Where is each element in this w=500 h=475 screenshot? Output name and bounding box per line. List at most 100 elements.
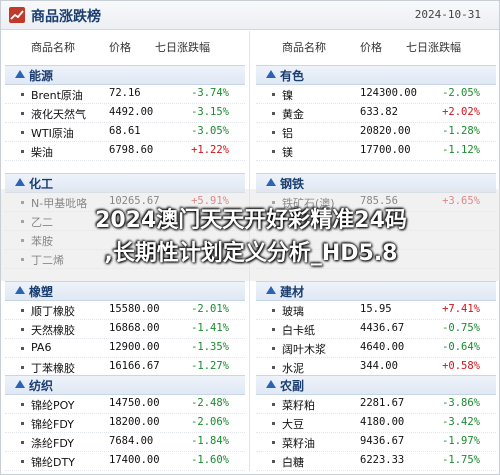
- commodity-change: -1.35%: [191, 341, 229, 353]
- table-row[interactable]: 黄金 633.82 +2.02%: [256, 104, 496, 123]
- commodity-name: 锦纶DTY: [31, 456, 75, 469]
- bullet-icon: [272, 150, 275, 153]
- collapse-triangle-icon[interactable]: [266, 286, 276, 294]
- commodity-name: 水泥: [282, 362, 304, 375]
- commodity-name: Brent原油: [31, 89, 83, 102]
- bullet-icon: [272, 403, 275, 406]
- commodity-change: -1.75%: [442, 454, 480, 466]
- commodity-name: 丁苯橡胶: [31, 362, 75, 375]
- table-row[interactable]: 镍 124300.00 -2.05%: [256, 85, 496, 104]
- table-row[interactable]: Brent原油 72.16 -3.74%: [5, 85, 245, 104]
- col-change-header: 七日涨跌幅: [155, 41, 210, 54]
- bullet-icon: [21, 93, 24, 96]
- section-header[interactable]: 能源: [5, 65, 245, 85]
- commodity-price: 15580.00: [109, 303, 160, 315]
- section-header[interactable]: 建材: [256, 281, 496, 301]
- commodity-name: 液化天然气: [31, 108, 86, 121]
- commodity-change: -0.75%: [442, 322, 480, 334]
- table-row[interactable]: PA6 12900.00 -1.35%: [5, 339, 245, 358]
- section-0: 有色镍 124300.00 -2.05% 黄金 633.82 +2.02% 铝 20820.0…: [256, 65, 496, 161]
- commodity-change: +7.41%: [442, 303, 480, 315]
- collapse-triangle-icon[interactable]: [266, 380, 276, 388]
- commodity-name: 锦纶FDY: [31, 418, 74, 431]
- commodity-change: +1.22%: [191, 144, 229, 156]
- commodity-name: 白卡纸: [282, 324, 315, 337]
- commodity-change: -0.64%: [442, 341, 480, 353]
- bullet-icon: [272, 309, 275, 312]
- bullet-icon: [21, 112, 24, 115]
- collapse-triangle-icon[interactable]: [266, 70, 276, 78]
- commodity-name: 镁: [282, 146, 293, 159]
- table-row[interactable]: 锦纶POY 14750.00 -2.48%: [5, 395, 245, 414]
- col-price-header: 价格: [360, 41, 382, 54]
- commodity-price: 4492.00: [109, 106, 154, 118]
- table-row[interactable]: 白糖 6223.33 -1.75%: [256, 452, 496, 471]
- table-row[interactable]: 玻璃 15.95 +7.41%: [256, 301, 496, 320]
- page-title: 商品涨跌榜: [31, 9, 101, 25]
- table-row[interactable]: 菜籽粕 2281.67 -3.86%: [256, 395, 496, 414]
- commodity-name: 大豆: [282, 418, 304, 431]
- collapse-triangle-icon[interactable]: [15, 380, 25, 388]
- section-header[interactable]: 农副: [256, 375, 496, 395]
- date-label: 2024-10-31: [414, 8, 481, 21]
- commodity-name: 阔叶木浆: [282, 343, 326, 356]
- table-row[interactable]: 天然橡胶 16868.00 -1.41%: [5, 320, 245, 339]
- collapse-triangle-icon[interactable]: [15, 178, 25, 186]
- table-row[interactable]: 铝 20820.00 -1.28%: [256, 123, 496, 142]
- section-header[interactable]: 有色: [256, 65, 496, 85]
- col-change-header: 七日涨跌幅: [406, 41, 461, 54]
- table-row[interactable]: 涤纶FDY 7684.00 -1.84%: [5, 433, 245, 452]
- bullet-icon: [272, 422, 275, 425]
- section-header[interactable]: 橡塑: [5, 281, 245, 301]
- commodity-price: 16868.00: [109, 322, 160, 334]
- table-row[interactable]: 液化天然气 4492.00 -3.15%: [5, 104, 245, 123]
- bullet-icon: [21, 328, 24, 331]
- section-header[interactable]: 纺织: [5, 375, 245, 395]
- banner-line-1: 2024澳门天天开好彩精准24码: [95, 208, 407, 233]
- commodity-price: 12900.00: [109, 341, 160, 353]
- commodity-change: -2.48%: [191, 397, 229, 409]
- bullet-icon: [21, 441, 24, 444]
- commodity-name: 顺丁橡胶: [31, 305, 75, 318]
- table-row[interactable]: 镁 17700.00 -1.12%: [256, 142, 496, 161]
- collapse-triangle-icon[interactable]: [15, 286, 25, 294]
- commodity-name: 玻璃: [282, 305, 304, 318]
- commodity-price: 344.00: [360, 360, 398, 372]
- col-price-header: 价格: [109, 41, 131, 54]
- collapse-triangle-icon[interactable]: [266, 178, 276, 186]
- commodity-price: 2281.67: [360, 397, 405, 409]
- section-title: 橡塑: [29, 285, 54, 299]
- banner-line-2: ,长期性计划定义分析_HD5.8: [104, 241, 398, 266]
- commodity-name: 菜籽粕: [282, 399, 315, 412]
- section-title: 钢铁: [280, 177, 305, 191]
- commodity-price: 68.61: [109, 125, 141, 137]
- table-row[interactable]: 大豆 4180.00 -3.42%: [256, 414, 496, 433]
- table-row[interactable]: 菜籽油 9436.67 -1.97%: [256, 433, 496, 452]
- commodity-price: 4180.00: [360, 416, 405, 428]
- watermark-banner: 2024澳门天天开好彩精准24码 ,长期性计划定义分析_HD5.8: [1, 189, 500, 281]
- table-row[interactable]: 锦纶DTY 17400.00 -1.60%: [5, 452, 245, 471]
- bullet-icon: [272, 347, 275, 350]
- collapse-triangle-icon[interactable]: [15, 70, 25, 78]
- commodity-change: -1.97%: [442, 435, 480, 447]
- section-header[interactable]: 钢铁: [256, 173, 496, 193]
- section-title: 建材: [280, 285, 305, 299]
- commodity-price: 18200.00: [109, 416, 160, 428]
- bullet-icon: [21, 460, 24, 463]
- table-row[interactable]: 顺丁橡胶 15580.00 -2.01%: [5, 301, 245, 320]
- commodity-price: 72.16: [109, 87, 141, 99]
- column-header: 商品名称 价格 七日涨跌幅: [256, 37, 496, 59]
- bullet-icon: [272, 460, 275, 463]
- table-row[interactable]: WTI原油 68.61 -3.05%: [5, 123, 245, 142]
- commodity-change: -1.84%: [191, 435, 229, 447]
- table-row[interactable]: 阔叶木浆 4640.00 -0.64%: [256, 339, 496, 358]
- commodity-price: 6223.33: [360, 454, 405, 466]
- commodity-price: 17400.00: [109, 454, 160, 466]
- commodity-change: -1.28%: [442, 125, 480, 137]
- table-row[interactable]: 柴油 6798.60 +1.22%: [5, 142, 245, 161]
- table-row[interactable]: 白卡纸 4436.67 -0.75%: [256, 320, 496, 339]
- table-row[interactable]: 锦纶FDY 18200.00 -2.06%: [5, 414, 245, 433]
- commodity-change: -2.05%: [442, 87, 480, 99]
- bullet-icon: [21, 403, 24, 406]
